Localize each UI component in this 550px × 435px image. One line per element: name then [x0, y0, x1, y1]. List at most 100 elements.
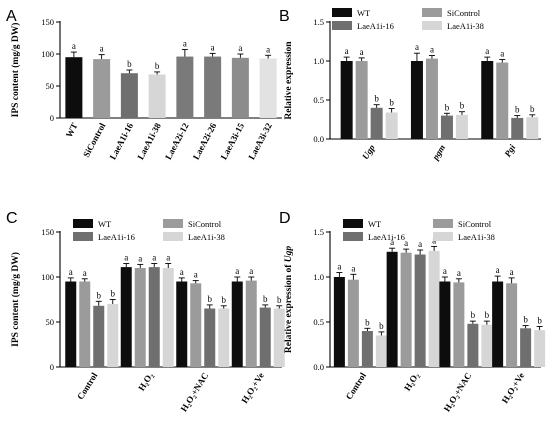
significance-letter: a: [183, 39, 187, 49]
y-axis-label: IPS content (mg/g DW): [10, 23, 21, 118]
significance-letter: a: [443, 266, 447, 276]
significance-letter: a: [211, 42, 215, 52]
legend-label: WT: [368, 219, 382, 229]
x-tick-label: Pgi: [502, 142, 517, 158]
x-tick-label: LaeA1i-38: [135, 121, 163, 161]
significance-letter: b: [485, 310, 490, 320]
bar: [120, 267, 132, 367]
bar: [148, 267, 160, 367]
bar: [79, 281, 91, 367]
significance-letter: a: [138, 253, 142, 263]
bar: [375, 335, 387, 367]
bar: [481, 61, 494, 139]
bar: [107, 304, 119, 367]
significance-letter: a: [238, 43, 242, 53]
legend-swatch: [73, 232, 93, 241]
y-axis-label-text: Relative expression of: [284, 262, 294, 353]
bar: [492, 281, 504, 367]
significance-letter: a: [83, 268, 87, 278]
legend-label: LaeA1i-16: [368, 232, 405, 242]
y-tick-label: 150: [41, 17, 54, 27]
significance-letter: a: [404, 238, 408, 248]
y-tick-label: 0.0: [313, 134, 324, 144]
y-tick-label: 1.0: [313, 56, 324, 66]
x-tick-label: LaeA1i-16: [108, 121, 136, 161]
bar: [204, 56, 222, 118]
bar: [385, 112, 398, 139]
bar: [355, 61, 368, 139]
x-tick-label: LaeA3i-15: [219, 121, 247, 161]
y-tick-label: 1.0: [313, 272, 324, 282]
legend-swatch: [343, 232, 363, 241]
bar: [245, 280, 257, 367]
x-tick-label: LaeA3i-32: [246, 121, 274, 161]
y-tick-label: 0.5: [313, 95, 324, 105]
panel-letter: A: [6, 8, 17, 25]
x-tick-label: H₂O₂: [136, 371, 155, 393]
legend-label: LaeA1i-38: [447, 21, 484, 31]
significance-letter: a: [345, 46, 349, 56]
bar: [231, 57, 249, 118]
x-tick-label: Ugp: [360, 142, 377, 161]
bar: [120, 73, 138, 118]
significance-letter: b: [471, 310, 476, 320]
legend: WT SiControl LaeA1i-16 LaeA1i-38: [73, 219, 225, 242]
y-tick-label: 0: [50, 113, 54, 123]
significance-letter: a: [72, 41, 76, 51]
bar: [333, 277, 345, 367]
bar: [347, 279, 359, 367]
bar: [361, 331, 373, 367]
x-tick-label: H₂O₂+NAC: [179, 371, 211, 414]
significance-letter: a: [415, 42, 419, 52]
legend-swatch: [343, 219, 363, 228]
significance-letter: b: [155, 61, 160, 71]
significance-letter: b: [523, 315, 528, 325]
significance-letter: a: [457, 268, 461, 278]
significance-letter: b: [515, 105, 520, 115]
significance-letter: a: [249, 266, 253, 276]
bar: [134, 268, 146, 367]
bar: [273, 308, 285, 367]
bar: [162, 268, 174, 367]
significance-letter: a: [418, 239, 422, 249]
y-tick-label: 100: [41, 272, 54, 282]
legend-label: SiControl: [447, 8, 481, 18]
legend-label: LaeA1i-38: [188, 232, 225, 242]
chart-panel-A: A 0 50 100 150 IPS content (mg/g DW) a WT a SiCon…: [6, 8, 282, 161]
x-tick-label: H₂O₂+NAC: [442, 371, 474, 414]
significance-letter: a: [485, 46, 489, 56]
y-tick-label: 50: [46, 317, 55, 327]
bar: [496, 62, 509, 140]
x-tick-label: WT: [64, 121, 80, 139]
bar: [467, 323, 479, 367]
significance-letter: a: [69, 267, 73, 277]
legend-swatch: [332, 8, 352, 17]
bar: [218, 308, 230, 367]
legend-label: SiControl: [188, 219, 222, 229]
y-axis-label: Relative expression: [284, 41, 294, 120]
significance-letter: a: [266, 44, 270, 54]
bar: [259, 58, 277, 118]
bar: [370, 107, 383, 139]
y-tick-label: 0.5: [313, 317, 324, 327]
significance-letter: a: [351, 263, 355, 273]
x-tick-label: H₂O₂+Ve: [500, 371, 527, 405]
significance-letter: a: [124, 253, 128, 263]
bar: [439, 281, 451, 367]
significance-letter: b: [97, 290, 102, 300]
significance-letter: b: [537, 316, 542, 326]
x-tick-label: Control: [344, 370, 369, 401]
y-tick-label: 0: [50, 362, 54, 372]
legend-swatch: [433, 219, 453, 228]
bar: [526, 117, 539, 139]
significance-letter: b: [222, 295, 227, 305]
panel-letter: B: [279, 8, 290, 25]
x-tick-label: H₂O₂: [402, 371, 421, 393]
y-axis-label: Relative expression of Ugp: [284, 246, 294, 353]
bar: [259, 307, 271, 367]
legend-label: LaeA1i-16: [98, 232, 135, 242]
bar: [506, 283, 518, 367]
y-tick-label: 100: [41, 49, 54, 59]
